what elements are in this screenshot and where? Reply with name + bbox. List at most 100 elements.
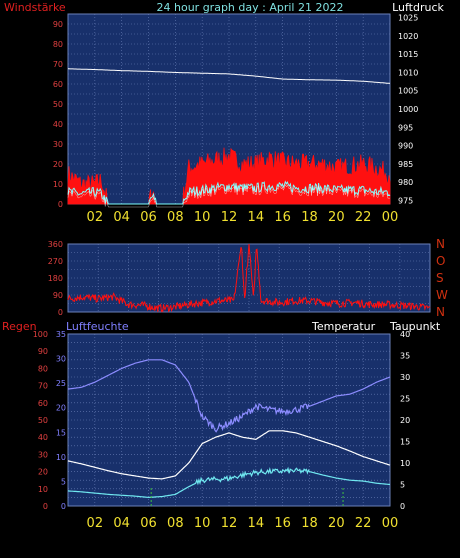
temperature-tick-label: 10 <box>400 459 410 468</box>
axis-tick-label: 70 <box>38 382 48 391</box>
hour-axis-bottom: 02 04 06 08 10 12 14 16 18 20 22 00 <box>87 516 399 531</box>
hour-tick-label: 16 <box>274 516 291 531</box>
hour-tick-label: 12 <box>221 210 238 225</box>
series-wind-direction <box>67 243 431 313</box>
pressure-tick-label: 1010 <box>398 68 418 77</box>
rain-label: Regen <box>2 320 37 333</box>
hour-tick-label: 06 <box>140 210 157 225</box>
axis-tick-label: 50 <box>38 416 48 425</box>
axis-tick-label: 0 <box>58 200 63 209</box>
hour-axis-top: 02 04 06 08 10 12 14 16 18 20 22 00 <box>87 210 399 225</box>
axis-tick-label: 0 <box>58 308 63 317</box>
humidity-label: Luftfeuchte <box>66 320 129 333</box>
axis-tick-label: 180 <box>48 274 63 283</box>
pressure-tick-label: 975 <box>398 196 413 205</box>
series-wind-speed-min <box>67 184 391 208</box>
axis-tick-label: 5 <box>61 477 66 486</box>
temperature-tick-label: 15 <box>400 438 410 447</box>
axis-tick-label: 0 <box>43 502 48 511</box>
axis-tick-label: 90 <box>38 347 48 356</box>
series-temperature <box>67 430 391 480</box>
axis-tick-label: 90 <box>53 20 63 29</box>
axis-tick-label: 100 <box>33 330 48 339</box>
pressure-tick-label: 1020 <box>398 32 418 41</box>
series-humidity <box>67 359 391 433</box>
axis-tick-label: 0 <box>61 502 66 511</box>
temperature-tick-label: 35 <box>400 352 410 361</box>
axis-tick-label: 270 <box>48 257 63 266</box>
header-wind-label: Windstärke <box>4 1 66 14</box>
axis-tick-label: 10 <box>53 180 63 189</box>
axis-tick-label: 80 <box>38 364 48 373</box>
pressure-tick-label: 990 <box>398 142 413 151</box>
direction-compass-label: O <box>436 254 445 268</box>
hour-tick-label: 00 <box>382 516 399 531</box>
hour-tick-label: 18 <box>301 516 318 531</box>
pressure-tick-label: 1015 <box>398 50 418 59</box>
hour-tick-label: 14 <box>248 516 265 531</box>
pressure-tick-label: 980 <box>398 178 413 187</box>
direction-compass-label: N <box>436 237 445 251</box>
axis-tick-label: 90 <box>53 291 63 300</box>
temperature-plot-area <box>67 333 391 507</box>
hour-tick-label: 20 <box>328 516 345 531</box>
axis-tick-label: 30 <box>53 140 63 149</box>
hour-tick-label: 10 <box>194 210 211 225</box>
direction-compass-label: W <box>436 288 448 302</box>
hour-tick-label: 02 <box>87 210 104 225</box>
series-pressure <box>68 68 391 84</box>
axis-tick-label: 20 <box>56 404 66 413</box>
axis-tick-label: 25 <box>56 379 66 388</box>
hour-tick-label: 08 <box>167 210 184 225</box>
axis-tick-label: 40 <box>38 433 48 442</box>
header-pressure-label: Luftdruck <box>392 1 444 14</box>
hour-tick-label: 08 <box>167 516 184 531</box>
hour-tick-label: 12 <box>221 516 238 531</box>
pressure-tick-label: 1000 <box>398 105 418 114</box>
pressure-tick-label: 985 <box>398 160 413 169</box>
header-title: 24 hour graph day : April 21 2022 <box>157 1 344 14</box>
axis-tick-label: 60 <box>53 80 63 89</box>
temperature-tick-label: 30 <box>400 373 410 382</box>
temperature-tick-label: 20 <box>400 416 410 425</box>
hour-tick-label: 16 <box>274 210 291 225</box>
hour-tick-label: 06 <box>140 516 157 531</box>
hour-tick-label: 22 <box>355 516 372 531</box>
axis-tick-label: 40 <box>53 120 63 129</box>
hour-tick-label: 10 <box>194 516 211 531</box>
temperature-tick-label: 5 <box>400 481 405 490</box>
dewpoint-label: Taupunkt <box>389 320 441 333</box>
series-wind-speed <box>67 180 391 205</box>
axis-tick-label: 10 <box>56 453 66 462</box>
hour-tick-label: 04 <box>113 516 130 531</box>
axis-tick-label: 60 <box>38 399 48 408</box>
hour-tick-label: 20 <box>328 210 345 225</box>
axis-tick-label: 20 <box>53 160 63 169</box>
temperature-tick-label: 25 <box>400 395 410 404</box>
axis-tick-label: 10 <box>38 485 48 494</box>
pressure-tick-label: 1025 <box>398 14 418 23</box>
series-dewpoint <box>67 466 391 499</box>
axis-tick-label: 35 <box>56 330 66 339</box>
direction-compass-label: S <box>436 271 444 285</box>
hour-tick-label: 18 <box>301 210 318 225</box>
axis-tick-label: 50 <box>53 100 63 109</box>
axis-tick-label: 30 <box>56 355 66 364</box>
pressure-tick-label: 1005 <box>398 87 418 96</box>
temperature-tick-label: 40 <box>400 330 410 339</box>
hour-tick-label: 02 <box>87 516 104 531</box>
axis-tick-label: 30 <box>38 450 48 459</box>
axis-tick-label: 20 <box>38 468 48 477</box>
temperature-panel: 0 10 20 30 40 50 60 70 80 90 100 0 5 10 15 20 25 30 35 0 5… <box>33 330 410 511</box>
axis-tick-label: 70 <box>53 60 63 69</box>
hour-tick-label: 00 <box>382 210 399 225</box>
hour-tick-label: 04 <box>113 210 130 225</box>
axis-tick-label: 360 <box>48 240 63 249</box>
axis-tick-label: 80 <box>53 40 63 49</box>
hour-tick-label: 22 <box>355 210 372 225</box>
temperature-label: Temperatur <box>311 320 376 333</box>
